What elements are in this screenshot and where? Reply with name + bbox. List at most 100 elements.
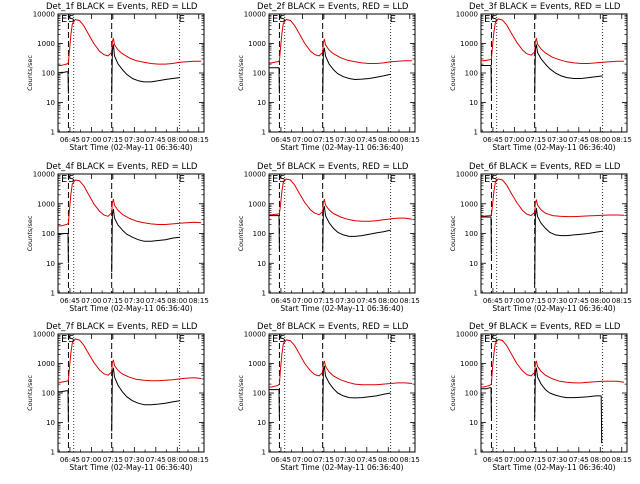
x-tick-label: 07:15 bbox=[314, 297, 334, 305]
y-tick-label: 10000 bbox=[456, 331, 478, 339]
y-tick-label: 1 bbox=[51, 449, 55, 457]
x-tick-label: 08:00 bbox=[167, 456, 187, 464]
event-label: S bbox=[279, 334, 285, 345]
lld-series-line bbox=[269, 339, 413, 388]
lld-series-line bbox=[269, 19, 413, 64]
x-tick-label: 08:15 bbox=[612, 297, 632, 305]
lld-series-line bbox=[269, 178, 413, 222]
x-tick-label: 07:30 bbox=[124, 136, 144, 144]
x-tick-label: 08:15 bbox=[612, 136, 632, 144]
lld-series-line bbox=[481, 339, 625, 388]
y-tick-label: 1000 bbox=[460, 360, 478, 368]
x-tick-label: 07:45 bbox=[569, 136, 589, 144]
panel-title: Det_6f BLACK = Events, RED = LLD bbox=[469, 162, 621, 172]
x-tick-label: 07:15 bbox=[103, 136, 123, 144]
panel-title: Det_5f BLACK = Events, RED = LLD bbox=[257, 162, 409, 172]
events-series-line bbox=[481, 207, 603, 285]
y-tick-label: 10 bbox=[46, 260, 55, 268]
x-tick-label: 08:00 bbox=[590, 136, 610, 144]
y-tick-label: 10 bbox=[469, 260, 478, 268]
y-tick-label: 1000 bbox=[37, 360, 55, 368]
events-series-line bbox=[481, 44, 603, 94]
x-tick-label: 07:15 bbox=[314, 456, 334, 464]
plot-frame bbox=[57, 333, 205, 453]
x-tick-label: 07:45 bbox=[569, 456, 589, 464]
x-tick-label: 07:15 bbox=[526, 456, 546, 464]
event-label: E bbox=[390, 174, 396, 185]
x-tick-label: 07:00 bbox=[81, 136, 101, 144]
events-series-line bbox=[269, 47, 391, 94]
panel-3: Det_3f BLACK = Events, RED = LLD 1 10 100 10… bbox=[449, 2, 632, 152]
y-axis-label: Counts/sec bbox=[237, 375, 245, 411]
events-series-line bbox=[481, 367, 603, 444]
x-tick-label: 08:00 bbox=[378, 456, 398, 464]
y-tick-label: 10 bbox=[257, 260, 266, 268]
y-tick-label: 1000 bbox=[460, 200, 478, 208]
y-tick-label: 1 bbox=[474, 449, 478, 457]
x-tick-label: 07:45 bbox=[569, 297, 589, 305]
x-tick-label: 07:30 bbox=[547, 456, 567, 464]
events-series-line bbox=[58, 367, 180, 432]
x-tick-label: 08:00 bbox=[167, 136, 187, 144]
events-series-line bbox=[58, 208, 180, 273]
y-tick-label: 1 bbox=[474, 129, 478, 137]
y-axis-label: Counts/sec bbox=[449, 375, 457, 411]
lld-series-line bbox=[481, 178, 625, 218]
x-tick-label: 07:30 bbox=[547, 297, 567, 305]
panel-6: Det_6f BLACK = Events, RED = LLD 1 10 100 10… bbox=[449, 162, 632, 313]
lld-series-line bbox=[58, 19, 202, 66]
event-label: E bbox=[272, 14, 278, 25]
events-series-line bbox=[269, 206, 391, 250]
panel-title: Det_2f BLACK = Events, RED = LLD bbox=[257, 2, 409, 12]
event-label: E bbox=[61, 14, 67, 25]
plot-frame bbox=[268, 333, 416, 453]
plot-frame bbox=[57, 13, 205, 133]
y-tick-label: 10000 bbox=[456, 171, 478, 179]
x-tick-label: 07:00 bbox=[292, 297, 312, 305]
x-axis-label: Start Time (02-May-11 06:36:40) bbox=[492, 143, 615, 152]
x-axis-label: Start Time (02-May-11 06:36:40) bbox=[280, 143, 403, 152]
panel-title: Det_7f BLACK = Events, RED = LLD bbox=[46, 322, 198, 332]
x-tick-label: 07:00 bbox=[504, 136, 524, 144]
x-tick-label: 07:00 bbox=[504, 297, 524, 305]
panel-title: Det_3f BLACK = Events, RED = LLD bbox=[469, 2, 621, 12]
events-series-line bbox=[58, 44, 180, 94]
y-tick-label: 10000 bbox=[244, 331, 266, 339]
y-tick-label: 100 bbox=[42, 230, 55, 238]
x-tick-label: 06:45 bbox=[60, 456, 80, 464]
event-label: S bbox=[68, 174, 74, 185]
x-tick-label: 08:15 bbox=[189, 297, 209, 305]
panel-9: Det_9f BLACK = Events, RED = LLD 1 10 100 10… bbox=[449, 322, 632, 472]
plot-frame bbox=[57, 173, 205, 294]
event-label: E bbox=[179, 174, 185, 185]
x-tick-label: 08:15 bbox=[400, 456, 420, 464]
x-axis-label: Start Time (02-May-11 06:36:40) bbox=[492, 304, 615, 313]
panel-7: Det_7f BLACK = Events, RED = LLD 1 10 100 10… bbox=[26, 322, 209, 472]
x-axis-label: Start Time (02-May-11 06:36:40) bbox=[69, 304, 192, 313]
x-tick-label: 06:45 bbox=[483, 136, 503, 144]
x-tick-label: 07:30 bbox=[547, 136, 567, 144]
panel-title: Det_4f BLACK = Events, RED = LLD bbox=[46, 162, 198, 172]
x-tick-label: 07:45 bbox=[146, 456, 166, 464]
x-tick-label: 06:45 bbox=[271, 297, 291, 305]
event-label: E bbox=[61, 174, 67, 185]
panel-5: Det_5f BLACK = Events, RED = LLD 1 10 100 10… bbox=[237, 162, 420, 313]
y-tick-label: 1 bbox=[262, 129, 266, 137]
y-axis-label: Counts/sec bbox=[26, 375, 34, 411]
x-tick-label: 07:15 bbox=[526, 297, 546, 305]
event-label: E bbox=[272, 334, 278, 345]
lld-series-line bbox=[58, 338, 202, 383]
y-tick-label: 10000 bbox=[456, 11, 478, 19]
y-tick-label: 1 bbox=[51, 129, 55, 137]
x-tick-label: 06:45 bbox=[60, 297, 80, 305]
x-tick-label: 07:45 bbox=[357, 456, 377, 464]
event-label: E bbox=[272, 174, 278, 185]
lld-series-line bbox=[481, 18, 625, 64]
y-axis-label: Counts/sec bbox=[237, 215, 245, 251]
event-label: E bbox=[390, 334, 396, 345]
event-label: S bbox=[279, 14, 285, 25]
y-tick-label: 1 bbox=[262, 449, 266, 457]
y-tick-label: 10000 bbox=[33, 171, 55, 179]
event-label: S bbox=[491, 14, 497, 25]
